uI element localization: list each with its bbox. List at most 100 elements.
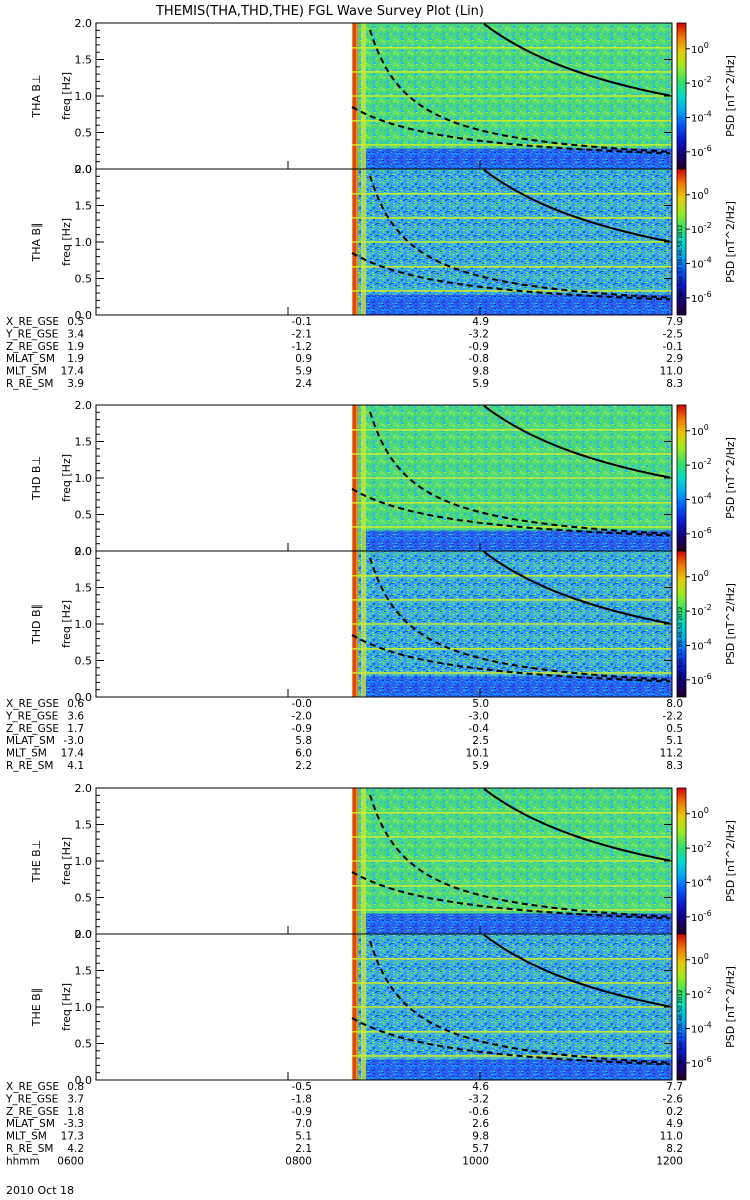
ephemeris-value: 0800 xyxy=(285,1155,312,1167)
ephemeris-value: 1.7 xyxy=(67,723,84,735)
ephemeris-value: 9.8 xyxy=(472,1131,489,1143)
colorbar-tick-label: 10-4 xyxy=(691,255,712,270)
spectrogram-panel: 0.0 0.5 1.0 1.5 2.0 THD B⊥ freq [Hz] 100 10-2 10-… xyxy=(30,399,737,558)
ephemeris-value: 2.5 xyxy=(472,735,489,747)
ephemeris-value: 4.1 xyxy=(67,760,84,772)
panel-unit-label: freq [Hz] xyxy=(60,454,73,502)
ephemeris-value: 4.9 xyxy=(666,1118,683,1130)
ephemeris-value: 2.4 xyxy=(295,378,312,390)
ephemeris-label: X_RE_GSE xyxy=(6,698,59,710)
gyrofrequency-curve xyxy=(483,551,671,625)
colorbar-tick-label: 10-6 xyxy=(691,526,712,541)
figure-title: THEMIS(THA,THD,THE) FGL Wave Survey Plot… xyxy=(155,4,484,19)
spectrogram-panel: 0.0 0.5 1.0 1.5 2.0 THE B⊥ freq [Hz] 100 10-2 10-… xyxy=(30,782,737,941)
y-tick-label: 2.0 xyxy=(75,17,93,30)
colorbar-tick-label: 10-2 xyxy=(691,457,712,472)
y-tick-label: 2.0 xyxy=(75,545,93,558)
creation-stamp: Mon Sep 17 06:46:50 2012 xyxy=(678,990,684,1065)
colorbar-tick-label: 10-2 xyxy=(691,603,712,618)
ephemeris-value: -0.9 xyxy=(469,341,490,353)
ephemeris-label: MLAT_SM xyxy=(6,735,55,747)
ephemeris-value: 0.5 xyxy=(666,723,683,735)
ephemeris-value: -0.0 xyxy=(292,698,313,710)
colorbar: 100 10-2 10-4 10-6 PSD [nT^2/Hz] Mon Sep 17 0… xyxy=(676,550,737,698)
ephemeris-value: 0600 xyxy=(57,1155,84,1167)
ephemeris-value: 17.3 xyxy=(61,1131,84,1143)
y-tick-label: 0.0 xyxy=(75,928,93,941)
creation-stamp: Mon Sep 17 06:46:50 2012 xyxy=(678,607,684,682)
ephemeris-value: 5.9 xyxy=(472,760,489,772)
panel-ylabel: THD B⊥ xyxy=(30,456,43,501)
ephemeris-value: 1.9 xyxy=(67,353,84,365)
plot-groups: 0.0 0.5 1.0 1.5 2.0 THA B⊥ freq [Hz] 100 10-2 10-… xyxy=(5,17,737,1167)
colorbar-label: PSD [nT^2/Hz] xyxy=(724,55,737,137)
ephemeris-value: 5.0 xyxy=(472,698,489,710)
ephemeris-value: 3.4 xyxy=(67,328,84,340)
y-tick-label: 2.0 xyxy=(75,928,93,941)
ephemeris-value: 9.8 xyxy=(472,366,489,378)
ephemeris-value: -1.2 xyxy=(292,341,313,353)
panel-unit-label: freq [Hz] xyxy=(60,983,73,1031)
colorbar-tick-label: 10-2 xyxy=(691,75,712,90)
ephemeris-label: X_RE_GSE xyxy=(6,1081,59,1093)
colorbar: 100 10-2 10-4 10-6 PSD [nT^2/Hz] Mon Sep 17 0… xyxy=(676,168,737,316)
ephemeris-value: -2.0 xyxy=(292,710,313,722)
colorbar-tick-label: 10-6 xyxy=(691,290,712,305)
ephemeris-label: R_RE_SM xyxy=(6,760,53,772)
colorbar-label: PSD [nT^2/Hz] xyxy=(724,966,737,1048)
spectrogram-panel: 0.0 0.5 1.0 1.5 2.0 THA B∥ freq [Hz] 100 10-2 10-… xyxy=(30,163,737,322)
spectrogram-panel: 0.0 0.5 1.0 1.5 2.0 THA B⊥ freq [Hz] 100 10-2 10-… xyxy=(30,17,737,176)
gyrofrequency-curve xyxy=(351,106,671,155)
y-tick-label: 1.0 xyxy=(75,90,93,103)
colorbar-scale xyxy=(676,404,687,552)
colorbar-tick-label: 10-4 xyxy=(691,109,712,124)
colorbar-tick-label: 100 xyxy=(691,806,709,821)
ephemeris-value: -1.8 xyxy=(292,1093,313,1105)
y-tick-label: 1.5 xyxy=(75,436,93,449)
ephemeris-label: MLT_SM xyxy=(6,366,47,378)
panel-ylabel: THE B∥ xyxy=(30,988,43,1027)
ephemeris-label: MLAT_SM xyxy=(6,353,55,365)
colorbar-tick-label: 10-2 xyxy=(691,840,712,855)
ephemeris-value: 5.9 xyxy=(472,378,489,390)
panel-ylabel: THA B⊥ xyxy=(30,74,43,118)
ephemeris-value: 7.9 xyxy=(666,316,683,328)
y-tick-label: 0.5 xyxy=(75,892,93,905)
ephemeris-label: R_RE_SM xyxy=(6,378,53,390)
y-tick-label: 0.5 xyxy=(75,273,93,286)
low-frequency-band xyxy=(362,1059,672,1080)
y-tick-label: 2.0 xyxy=(75,399,93,412)
colorbar-tick-label: 10-4 xyxy=(691,637,712,652)
colorbar-scale xyxy=(676,933,687,1081)
panel-ylabel: THA B∥ xyxy=(30,222,43,262)
colorbar-tick-label: 10-6 xyxy=(691,672,712,687)
colorbar-tick-label: 10-4 xyxy=(691,491,712,506)
y-tick-label: 1.5 xyxy=(75,965,93,978)
ephemeris-value: -0.9 xyxy=(292,1106,313,1118)
colorbar-tick-label: 100 xyxy=(691,423,709,438)
ephemeris-value: 5.9 xyxy=(295,366,312,378)
y-tick-label: 1.0 xyxy=(75,1001,93,1014)
ephemeris-label: MLT_SM xyxy=(6,748,47,760)
ephemeris-value: 11.0 xyxy=(660,366,683,378)
ephemeris-value: 0.5 xyxy=(67,316,84,328)
ephemeris-value: 1.8 xyxy=(67,1106,84,1118)
low-frequency-band xyxy=(362,913,672,934)
ephemeris-value: 3.9 xyxy=(67,378,84,390)
ephemeris-value: 1000 xyxy=(462,1155,489,1167)
creation-stamp: Mon Sep 17 06:46:50 2012 xyxy=(678,225,684,300)
colorbar-tick-label: 100 xyxy=(691,569,709,584)
ephemeris-value: -2.1 xyxy=(292,328,313,340)
colorbar-tick-label: 10-2 xyxy=(691,221,712,236)
y-tick-label: 0.5 xyxy=(75,1038,93,1051)
y-tick-label: 0.5 xyxy=(75,655,93,668)
gyrofrequency-curve xyxy=(351,488,671,537)
ephemeris-value: -0.5 xyxy=(292,1081,313,1093)
colorbar-label: PSD [nT^2/Hz] xyxy=(724,437,737,519)
ephemeris-value: 6.0 xyxy=(295,748,312,760)
ephemeris-value: 0.8 xyxy=(67,1081,84,1093)
y-tick-label: 0.0 xyxy=(75,691,93,704)
ephemeris-value: 7.7 xyxy=(666,1081,683,1093)
gyrofrequency-curve xyxy=(351,634,671,683)
ephemeris-value: -0.4 xyxy=(469,723,490,735)
